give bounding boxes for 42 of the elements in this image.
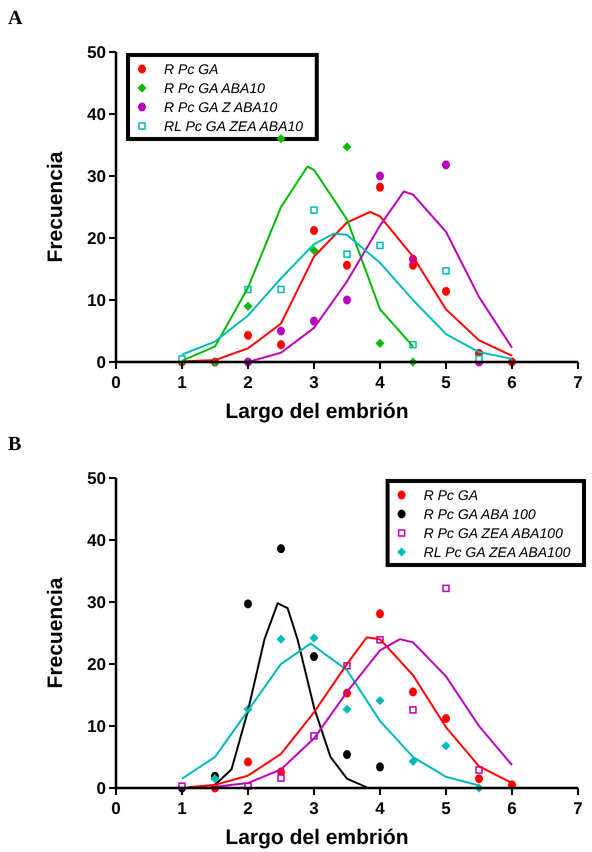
y-tick-label: 10 [87,291,106,310]
x-tick-label: 3 [309,799,319,818]
x-tick-label: 7 [573,799,583,818]
legend-label: R Pc GA ZEA ABA100 [424,525,564,541]
y-axis-title: Frecuencia [44,577,67,688]
legend-label: RL Pc GA ZEA ABA10 [164,118,304,134]
legend-label: R Pc GA ABA10 [164,80,266,96]
legend-label: R Pc GA [164,61,218,77]
legend-label: RL Pc GA ZEA ABA100 [424,544,571,560]
x-tick-label: 6 [507,799,517,818]
x-tick-label: 4 [375,373,386,392]
legend-label: R Pc GA [424,487,478,503]
x-tick-label: 4 [375,799,386,818]
y-tick-label: 50 [87,43,106,62]
x-tick-label: 3 [309,373,319,392]
x-tick-label: 5 [441,373,451,392]
y-tick-label: 0 [96,353,106,372]
y-tick-label: 10 [87,717,106,736]
x-tick-label: 2 [243,373,253,392]
legend-label: R Pc GA ABA 100 [424,506,536,522]
x-tick-label: 1 [177,373,187,392]
x-tick-label: 7 [573,373,583,392]
x-tick-label: 0 [111,373,121,392]
chart-title: A [8,7,23,29]
x-tick-label: 1 [177,799,187,818]
x-tick-label: 5 [441,799,451,818]
chart-title: B [8,433,22,455]
y-tick-label: 0 [96,779,106,798]
x-tick-label: 6 [507,373,517,392]
y-tick-label: 40 [87,105,106,124]
x-axis-title: Largo del embrión [225,400,409,423]
y-tick-label: 30 [87,167,106,186]
y-tick-label: 50 [87,469,106,488]
y-axis-title: Frecuencia [44,151,67,262]
y-tick-label: 20 [87,655,106,674]
x-tick-label: 0 [111,799,121,818]
legend-label: R Pc GA Z ABA10 [164,99,278,115]
y-tick-label: 30 [87,593,106,612]
y-tick-label: 40 [87,531,106,550]
x-axis-title: Largo del embrión [225,826,409,849]
y-tick-label: 20 [87,229,106,248]
x-tick-label: 2 [243,799,253,818]
